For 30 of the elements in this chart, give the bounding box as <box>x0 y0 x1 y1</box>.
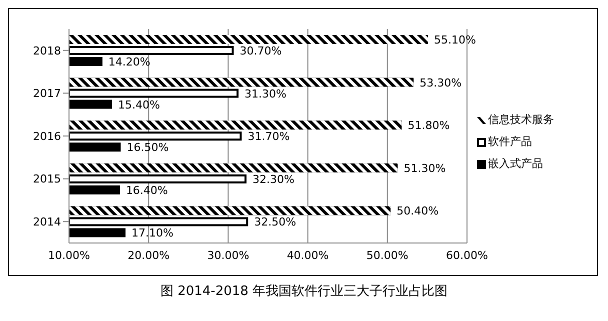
y-tick-label: 2017 <box>33 87 61 100</box>
x-tick-label: 60.00% <box>446 248 488 262</box>
x-tick-label: 40.00% <box>286 248 329 262</box>
data-label: 17.10% <box>132 226 174 240</box>
data-label: 31.30% <box>244 87 286 100</box>
text: 图 2014-2018 年我国软件行业三大子行业占比图 <box>159 283 449 300</box>
data-label: 32.50% <box>254 216 296 229</box>
data-label: 30.70% <box>240 44 282 58</box>
x-tick-label: 30.00% <box>207 248 250 262</box>
legend-label: 软件产品 <box>488 134 532 150</box>
data-label: 53.30% <box>420 76 462 90</box>
data-label: 51.80% <box>408 119 450 132</box>
data-label: 15.40% <box>118 98 160 112</box>
data-label: 51.30% <box>404 162 446 175</box>
y-tick-label: 2016 <box>33 130 61 143</box>
y-tick-label: 2015 <box>33 172 61 186</box>
data-label: 14.20% <box>108 55 150 68</box>
data-label: 31.70% <box>248 130 290 144</box>
data-label: 16.50% <box>126 141 169 154</box>
x-tick-label: 50.00% <box>366 248 408 262</box>
legend-label: 嵌入式产品 <box>488 156 543 172</box>
data-label: 16.40% <box>126 184 168 197</box>
x-tick-label: 10.00% <box>48 248 90 262</box>
data-label: 50.40% <box>396 204 439 218</box>
x-tick-label: 20.00% <box>128 248 170 262</box>
legend-label: 信息技术服务 <box>488 112 554 128</box>
y-tick-label: 2014 <box>33 216 61 229</box>
data-label: 32.30% <box>252 172 294 186</box>
data-label: 55.10% <box>434 33 476 46</box>
y-tick-label: 2018 <box>33 44 61 58</box>
